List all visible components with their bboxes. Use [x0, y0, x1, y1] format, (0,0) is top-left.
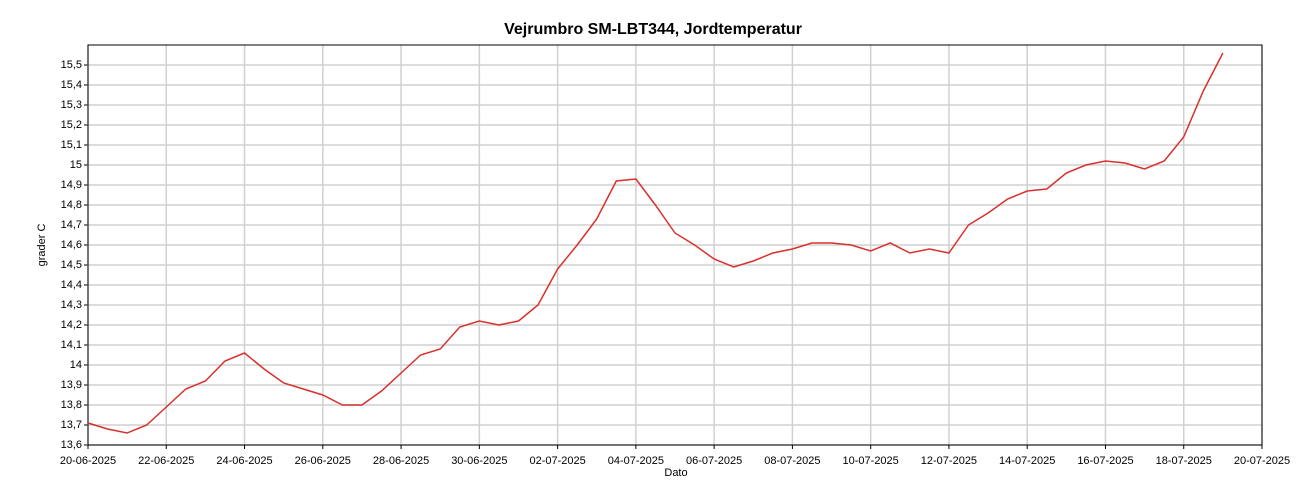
y-tick-label: 15: [70, 159, 82, 171]
y-tick-label: 14,8: [61, 199, 82, 211]
y-tick-label: 14,7: [61, 219, 82, 231]
x-tick-label: 10-07-2025: [843, 455, 899, 467]
y-tick-label: 15,4: [61, 79, 82, 91]
y-tick-label: 14,5: [61, 259, 82, 271]
plot-frame: [87, 44, 1263, 446]
y-tick-label: 14,4: [61, 279, 82, 291]
y-tick-label: 13,6: [61, 439, 82, 451]
y-tick-label: 14,9: [61, 179, 82, 191]
x-tick-label: 08-07-2025: [764, 455, 820, 467]
x-tick-label: 02-07-2025: [529, 455, 585, 467]
y-tick-label: 15,3: [61, 99, 82, 111]
x-axis-label: Dato: [664, 467, 687, 479]
y-axis-label: grader C: [36, 224, 48, 267]
y-tick-label: 14,1: [61, 339, 82, 351]
y-tick-label: 14,3: [61, 299, 82, 311]
x-tick-label: 04-07-2025: [608, 455, 664, 467]
y-tick-label: 13,8: [61, 399, 82, 411]
x-tick-label: 20-07-2025: [1234, 455, 1290, 467]
x-tick-label: 30-06-2025: [451, 455, 507, 467]
y-tick-label: 14: [70, 359, 82, 371]
x-tick-label: 18-07-2025: [1156, 455, 1212, 467]
y-tick-label: 14,6: [61, 239, 82, 251]
y-tick-label: 15,5: [61, 59, 82, 71]
y-tick-label: 15,2: [61, 119, 82, 131]
x-tick-label: 12-07-2025: [921, 455, 977, 467]
data-line: [87, 52, 1224, 434]
y-tick-label: 14,2: [61, 319, 82, 331]
x-tick-label: 28-06-2025: [373, 455, 429, 467]
x-tick-label: 06-07-2025: [686, 455, 742, 467]
y-tick-label: 13,7: [61, 419, 82, 431]
y-tick-label: 13,9: [61, 379, 82, 391]
x-tick-label: 14-07-2025: [999, 455, 1055, 467]
x-tick-label: 26-06-2025: [295, 455, 351, 467]
y-tick-label: 15,1: [61, 139, 82, 151]
chart-title: Vejrumbro SM-LBT344, Jordtemperatur: [504, 21, 802, 38]
x-tick-label: 24-06-2025: [216, 455, 272, 467]
x-tick-label: 22-06-2025: [138, 455, 194, 467]
x-tick-label: 16-07-2025: [1077, 455, 1133, 467]
x-tick-label: 20-06-2025: [60, 455, 116, 467]
